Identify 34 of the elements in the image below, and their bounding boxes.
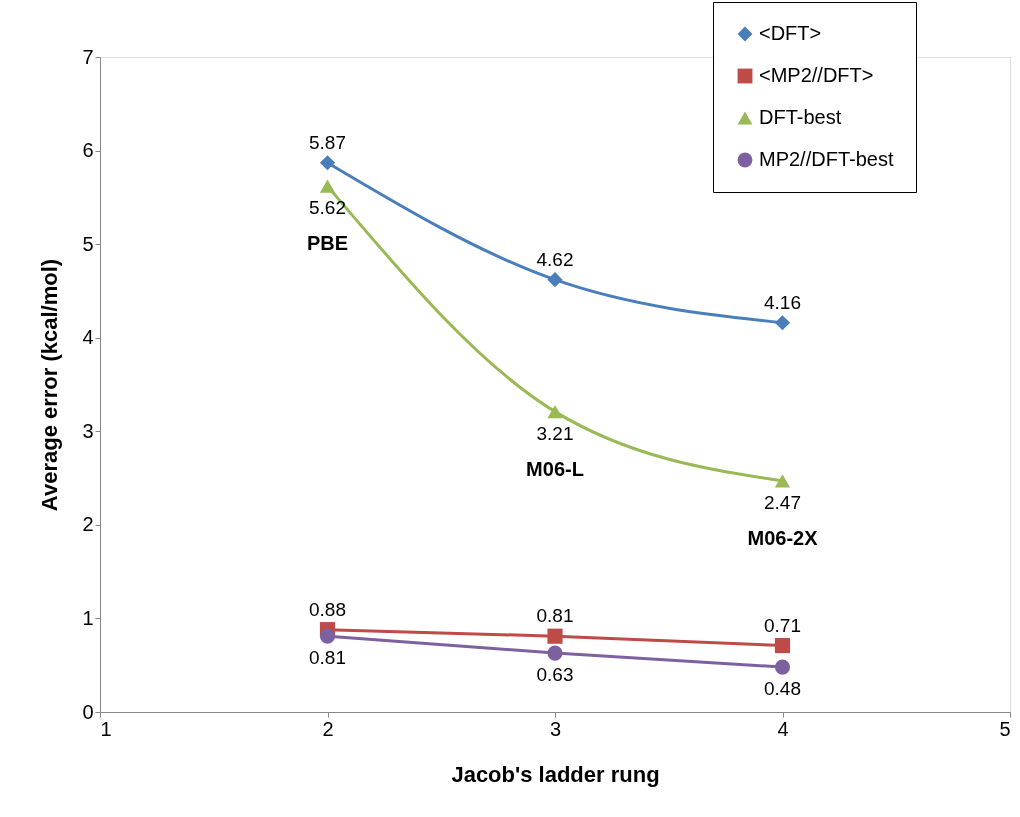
y-tick-label: 7 [82, 45, 94, 68]
y-tick-label: 5 [82, 232, 94, 255]
legend-label: <DFT> [759, 22, 822, 44]
data-label: 0.48 [764, 678, 801, 700]
annotation: M06-2X [747, 526, 819, 549]
y-tick-label: 3 [82, 419, 94, 442]
data-label: 5.62 [309, 197, 346, 219]
x-axis-title: Jacob's ladder rung [451, 761, 660, 787]
y-tick-label: 4 [82, 326, 94, 349]
y-tick-label: 0 [82, 700, 94, 723]
annotation: PBE [306, 232, 349, 255]
data-label: 3.21 [536, 422, 574, 444]
legend-label: MP2//DFT-best [759, 148, 894, 170]
x-tick-label: 2 [322, 717, 334, 740]
y-tick-label: 6 [82, 139, 94, 162]
data-label: 5.87 [309, 131, 346, 153]
annotation: M06-L [526, 457, 584, 480]
x-tick-label: 4 [777, 717, 789, 740]
x-tick-label: 3 [549, 717, 562, 740]
data-label: 4.62 [536, 248, 574, 270]
legend-label: DFT-best [759, 106, 842, 128]
data-label: 0.88 [309, 598, 346, 620]
data-label: 0.63 [536, 664, 574, 686]
y-axis-title: Average error (kcal/mol) [37, 258, 63, 512]
data-label: 0.81 [536, 605, 574, 627]
data-label: 0.71 [764, 614, 801, 636]
data-label: 0.81 [309, 647, 346, 669]
x-tick-label: 5 [999, 717, 1011, 740]
x-tick-label: 1 [100, 717, 112, 740]
y-tick-label: 2 [82, 513, 94, 536]
data-label: 4.16 [764, 291, 801, 313]
y-tick-label: 1 [82, 606, 94, 629]
data-label: 2.47 [764, 491, 801, 513]
legend-label: <MP2//DFT> [759, 64, 874, 86]
